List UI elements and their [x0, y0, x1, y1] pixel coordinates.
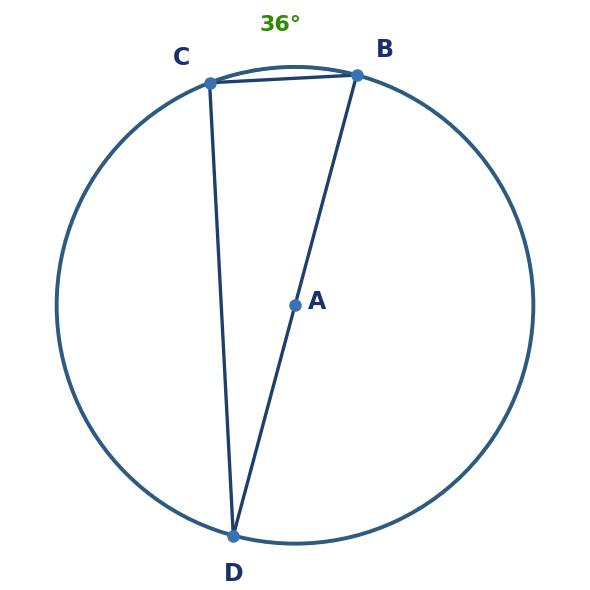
Text: C: C [173, 45, 191, 70]
Text: B: B [376, 38, 394, 62]
Text: 36°: 36° [260, 15, 302, 35]
Text: A: A [308, 290, 326, 314]
Text: D: D [224, 562, 243, 586]
